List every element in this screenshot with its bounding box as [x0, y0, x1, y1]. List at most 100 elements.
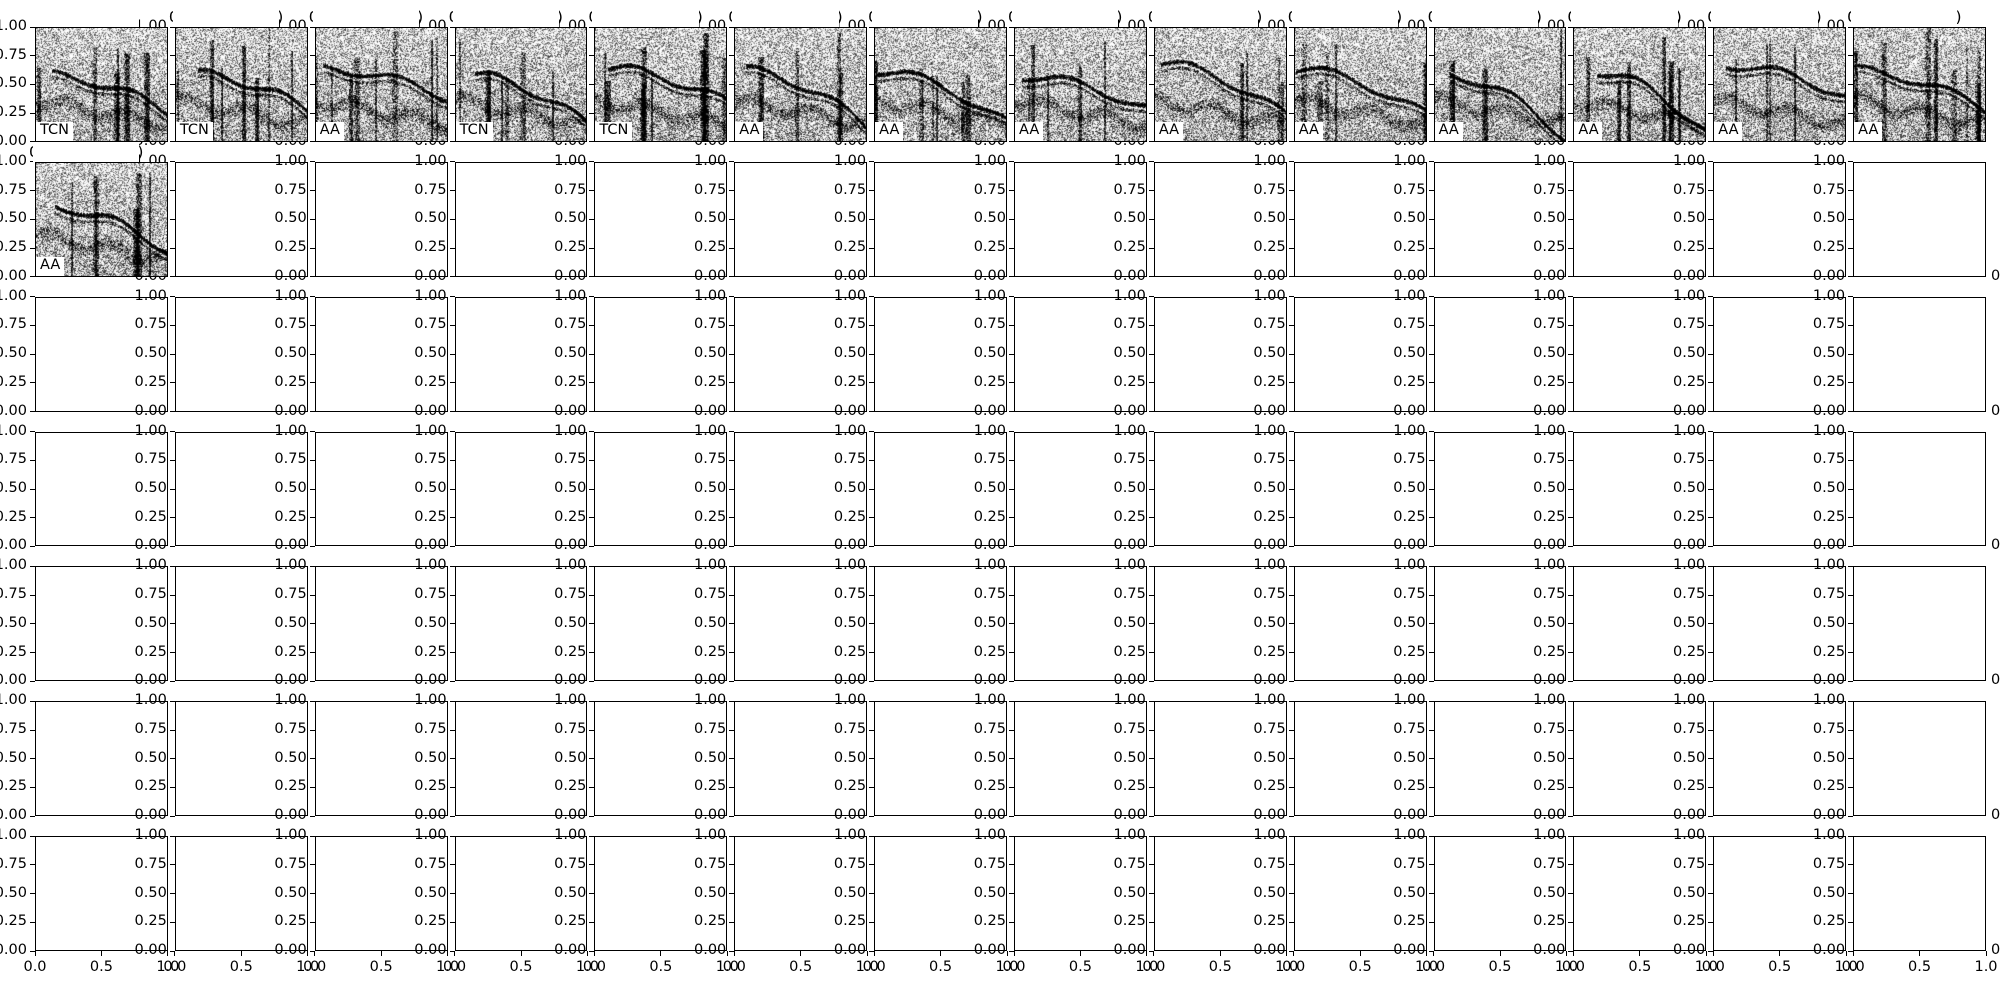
y-tick-label: 0.50: [1393, 614, 1426, 631]
y-tick-mark: [30, 729, 35, 731]
spectrogram-panel[interactable]: TCN: [594, 27, 728, 142]
spectrogram-panel[interactable]: AA: [35, 161, 168, 277]
y-tick-label: 1.00: [1672, 152, 1706, 169]
y-tick-label: 1.00: [1672, 557, 1706, 574]
y-tick-mark: [309, 786, 315, 789]
y-tick-label: 0.25: [1393, 913, 1426, 930]
spectrogram-panel[interactable]: AA: [1153, 27, 1287, 142]
y-tick-mark: [589, 141, 595, 143]
spectrogram-panel[interactable]: AA: [734, 27, 868, 142]
y-tick-mark: [729, 141, 735, 143]
y-tick-label: 1.00: [0, 557, 27, 574]
y-tick-mark: [1428, 623, 1434, 625]
y-tick-label: 0.50: [414, 749, 447, 766]
y-tick-label: 1.00: [0, 692, 27, 709]
y-tick-label: 1.00: [0, 152, 27, 169]
y-tick-mark: [1428, 950, 1434, 952]
y-tick-mark: [1428, 758, 1434, 760]
y-tick-mark: [1848, 729, 1854, 731]
y-tick-mark: [1568, 517, 1574, 519]
y-tick-mark: [30, 353, 35, 355]
y-tick-mark: [869, 565, 875, 568]
y-tick-mark: [30, 517, 35, 519]
y-tick-mark: [169, 190, 175, 192]
y-tick-mark: [1009, 864, 1014, 866]
y-tick-mark: [589, 623, 595, 625]
spectrogram-panel[interactable]: AA: [874, 27, 1007, 142]
y-tick-mark: [729, 190, 735, 192]
y-tick-mark: [1148, 758, 1154, 760]
spectrogram-panel[interactable]: AA: [314, 27, 448, 142]
y-tick-label: 1.00: [973, 557, 1006, 574]
y-tick-label: 0.25: [414, 373, 447, 390]
y-tick-label: 0.50: [973, 614, 1006, 631]
subplot-axes: [454, 161, 588, 277]
y-tick-label: 0.50: [414, 210, 447, 227]
y-tick-mark: [449, 382, 455, 384]
y-tick-mark: [869, 83, 875, 86]
tag-label-backdrop: [175, 121, 213, 141]
y-tick-label: 1.00: [1533, 422, 1566, 439]
y-tick-mark: [589, 758, 595, 760]
spectrogram-panel[interactable]: AA: [1573, 27, 1707, 142]
y-tick-mark: [30, 296, 35, 298]
y-tick-label: 0.75: [0, 721, 27, 737]
y-tick-mark: [30, 488, 35, 490]
y-tick-label: 0.50: [1253, 749, 1286, 766]
y-tick-label: 0.50: [0, 480, 27, 496]
spectrogram-panel[interactable]: AA: [1014, 27, 1147, 142]
y-tick-mark: [1288, 786, 1294, 789]
x-tick-mark: [307, 951, 309, 956]
y-tick-label: 0.50: [274, 884, 307, 901]
y-tick-mark: [589, 815, 595, 817]
y-tick-mark: [1288, 594, 1294, 596]
subplot-axes: [1853, 701, 1986, 817]
y-tick-label: 0.00: [1533, 942, 1566, 958]
title-backdrop: [33, 7, 140, 27]
y-tick-mark: [729, 276, 735, 278]
y-tick-label: 0.75: [973, 855, 1006, 872]
y-tick-label: 0.25: [134, 913, 167, 930]
spectrogram-panel[interactable]: TCN: [454, 27, 588, 142]
y-tick-label: 1.00: [1253, 152, 1286, 169]
y-tick-label: 1.00: [554, 827, 587, 844]
y-tick-mark: [729, 218, 735, 220]
y-tick-label: 0.25: [1393, 508, 1426, 525]
y-tick-mark: [1428, 112, 1434, 114]
spectrogram-panel[interactable]: TCN: [35, 27, 168, 142]
y-tick-mark: [729, 864, 735, 866]
spectrogram-panel[interactable]: AA: [1433, 27, 1567, 142]
spectrogram-panel[interactable]: AA: [1293, 27, 1427, 142]
y-tick-label: 0.25: [693, 913, 727, 930]
y-tick-mark: [1288, 112, 1294, 114]
y-tick-label: 0.25: [554, 643, 587, 660]
y-tick-mark: [1568, 893, 1574, 895]
x-tick-label: 0.5: [1768, 959, 1792, 975]
subplot-axes: [454, 701, 588, 817]
subplot-axes: [734, 566, 868, 682]
spectrogram-panel[interactable]: TCN: [174, 27, 308, 142]
title-backdrop: [1571, 7, 1678, 27]
y-tick-mark: [1009, 729, 1014, 731]
spectrogram-panel[interactable]: AA: [1853, 27, 1986, 142]
spectrogram-panel[interactable]: AA: [1713, 27, 1847, 142]
y-tick-label: 0.75: [1812, 316, 1846, 333]
y-tick-mark: [169, 623, 175, 625]
y-tick-mark: [589, 835, 595, 837]
species-tag-label: AA: [1158, 121, 1180, 138]
y-tick-label: 1.00: [274, 422, 307, 439]
y-tick-mark: [1708, 459, 1714, 461]
y-tick-label: 0.25: [1113, 373, 1146, 390]
x-tick-mark: [1013, 951, 1015, 956]
y-tick-mark: [1148, 517, 1154, 519]
y-tick-mark: [449, 680, 455, 682]
y-tick-mark: [1708, 83, 1714, 86]
y-tick-mark: [1848, 26, 1854, 28]
y-tick-mark: [1288, 26, 1294, 28]
y-tick-mark: [309, 652, 315, 654]
y-tick-mark: [30, 83, 35, 86]
y-tick-mark: [729, 545, 735, 548]
y-tick-label: 0.75: [274, 721, 307, 737]
y-tick-mark: [1708, 652, 1714, 654]
species-tag-label: AA: [1858, 121, 1879, 138]
